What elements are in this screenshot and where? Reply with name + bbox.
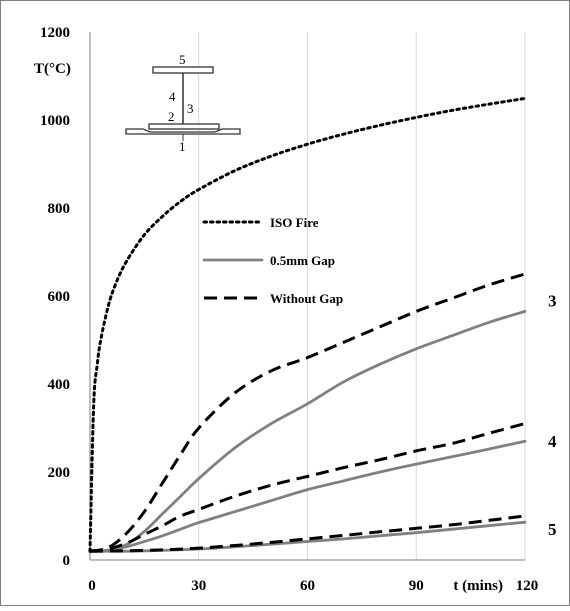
y-tick-label-1000: 1000: [40, 113, 70, 129]
x-tick-label-60: 60: [300, 578, 315, 594]
axes: [89, 32, 525, 561]
curve-label-5: 5: [548, 520, 557, 539]
grid: [198, 32, 526, 560]
i-beam-cross-section-diagram: 5 4 3 2 1: [125, 52, 241, 154]
inset-point-label-2: 2: [168, 109, 175, 124]
legend-label-without-gap: Without Gap: [270, 291, 343, 306]
y-axis-title: T(°C): [34, 61, 71, 77]
inset-point-label-4: 4: [169, 89, 176, 104]
legend: ISO Fire 0.5mm Gap Without Gap: [202, 215, 343, 306]
legend-label-iso-fire: ISO Fire: [270, 215, 319, 230]
slab-plate: [125, 128, 241, 135]
y-tick-label-200: 200: [48, 465, 71, 481]
bottom-flange: [148, 123, 220, 130]
x-axis-title: t (mins): [453, 578, 503, 594]
y-tick-label-800: 800: [48, 201, 71, 217]
curve-label-3: 3: [548, 291, 557, 310]
series-line-without-gap-4: [89, 422, 526, 553]
series-line-without-gap-3: [89, 272, 526, 553]
series-line-0-5mm-gap-4: [88, 439, 527, 553]
y-tick-label-400: 400: [48, 377, 71, 393]
y-tick-label-600: 600: [48, 289, 71, 305]
top-flange: [152, 66, 214, 74]
inset-point-label-1: 1: [179, 139, 186, 154]
x-tick-label-90: 90: [409, 578, 424, 594]
inset-point-label-5: 5: [179, 52, 186, 67]
y-tick-label-0: 0: [63, 553, 71, 569]
series-layer: [88, 96, 527, 553]
series-line-without-gap-5: [89, 514, 526, 553]
x-tick-label-30: 30: [191, 578, 206, 594]
legend-label-0-5mm-gap: 0.5mm Gap: [270, 253, 335, 268]
x-tick-label-120: 120: [516, 578, 539, 594]
inset-point-label-3: 3: [187, 101, 194, 116]
series-line-iso-fire: [88, 96, 527, 553]
curve-labels: 3 4 5: [548, 291, 557, 539]
tick-labels: 0 200 400 600 800 1000 1200 0 30 60 90 120: [40, 25, 538, 594]
x-tick-label-0: 0: [88, 578, 96, 594]
y-tick-label-1200: 1200: [40, 25, 70, 41]
curve-label-4: 4: [548, 432, 557, 451]
